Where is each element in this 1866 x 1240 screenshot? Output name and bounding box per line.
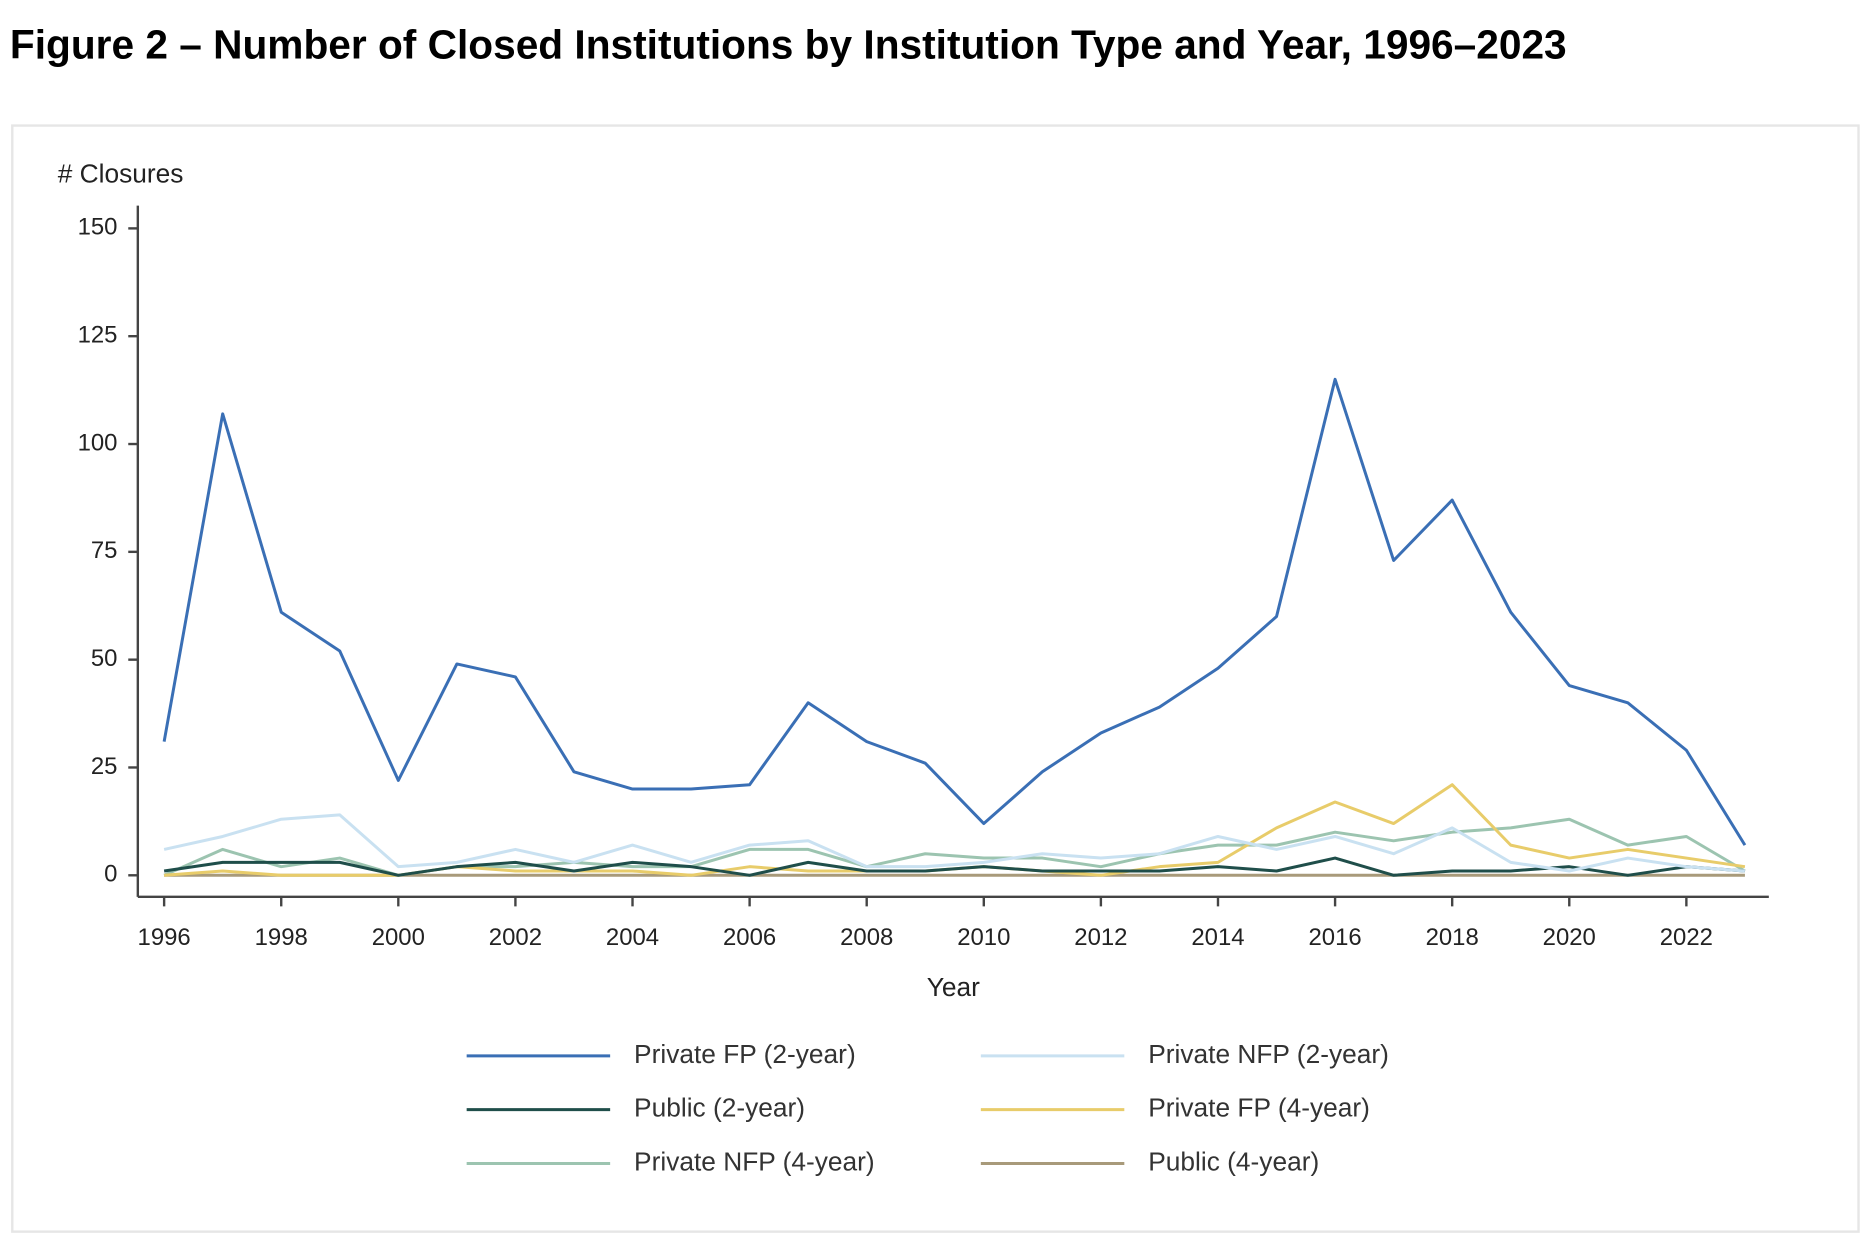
x-tick-label: 2004 — [606, 924, 659, 951]
series-line — [163, 813, 1746, 873]
x-axis-label: Year — [927, 972, 980, 1002]
x-tick-label: 1996 — [138, 924, 191, 951]
y-tick-label: 150 — [78, 214, 118, 241]
x-tick-label: 2000 — [372, 924, 425, 951]
x-tick-label: 1998 — [255, 924, 308, 951]
x-tick-label: 2012 — [1074, 924, 1127, 951]
y-axis-label: # Closures — [58, 159, 184, 189]
x-tick-label: 2020 — [1543, 924, 1596, 951]
y-tick-label: 50 — [91, 645, 118, 672]
x-tick-label: 2018 — [1426, 924, 1479, 951]
legend-text: Public (4-year) — [1148, 1146, 1319, 1176]
legend-text: Public (2-year) — [634, 1093, 805, 1123]
x-tick-label: 2022 — [1660, 924, 1713, 951]
series-line — [163, 856, 1746, 877]
legend-text: Private FP (4-year) — [1148, 1093, 1370, 1123]
legend-text: Private NFP (4-year) — [634, 1146, 875, 1176]
y-tick-label: 0 — [104, 861, 117, 888]
x-tick-label: 2016 — [1308, 924, 1361, 951]
y-tick-label: 75 — [91, 537, 118, 564]
x-tick-label: 2008 — [840, 924, 893, 951]
x-tick-label: 2010 — [957, 924, 1010, 951]
legend-text: Private NFP (2-year) — [1148, 1039, 1389, 1069]
chart-frame — [11, 124, 1860, 1233]
series-line — [162, 377, 1747, 846]
x-tick-label: 2002 — [489, 924, 542, 951]
y-tick-label: 25 — [91, 753, 118, 780]
chart-title: Figure 2 – Number of Closed Institutions… — [10, 22, 1567, 68]
y-tick-label: 100 — [78, 429, 118, 456]
y-tick-label: 125 — [78, 322, 118, 349]
x-tick-label: 2006 — [723, 924, 776, 951]
legend-text: Private FP (2-year) — [634, 1039, 856, 1069]
x-tick-label: 2014 — [1191, 924, 1244, 951]
